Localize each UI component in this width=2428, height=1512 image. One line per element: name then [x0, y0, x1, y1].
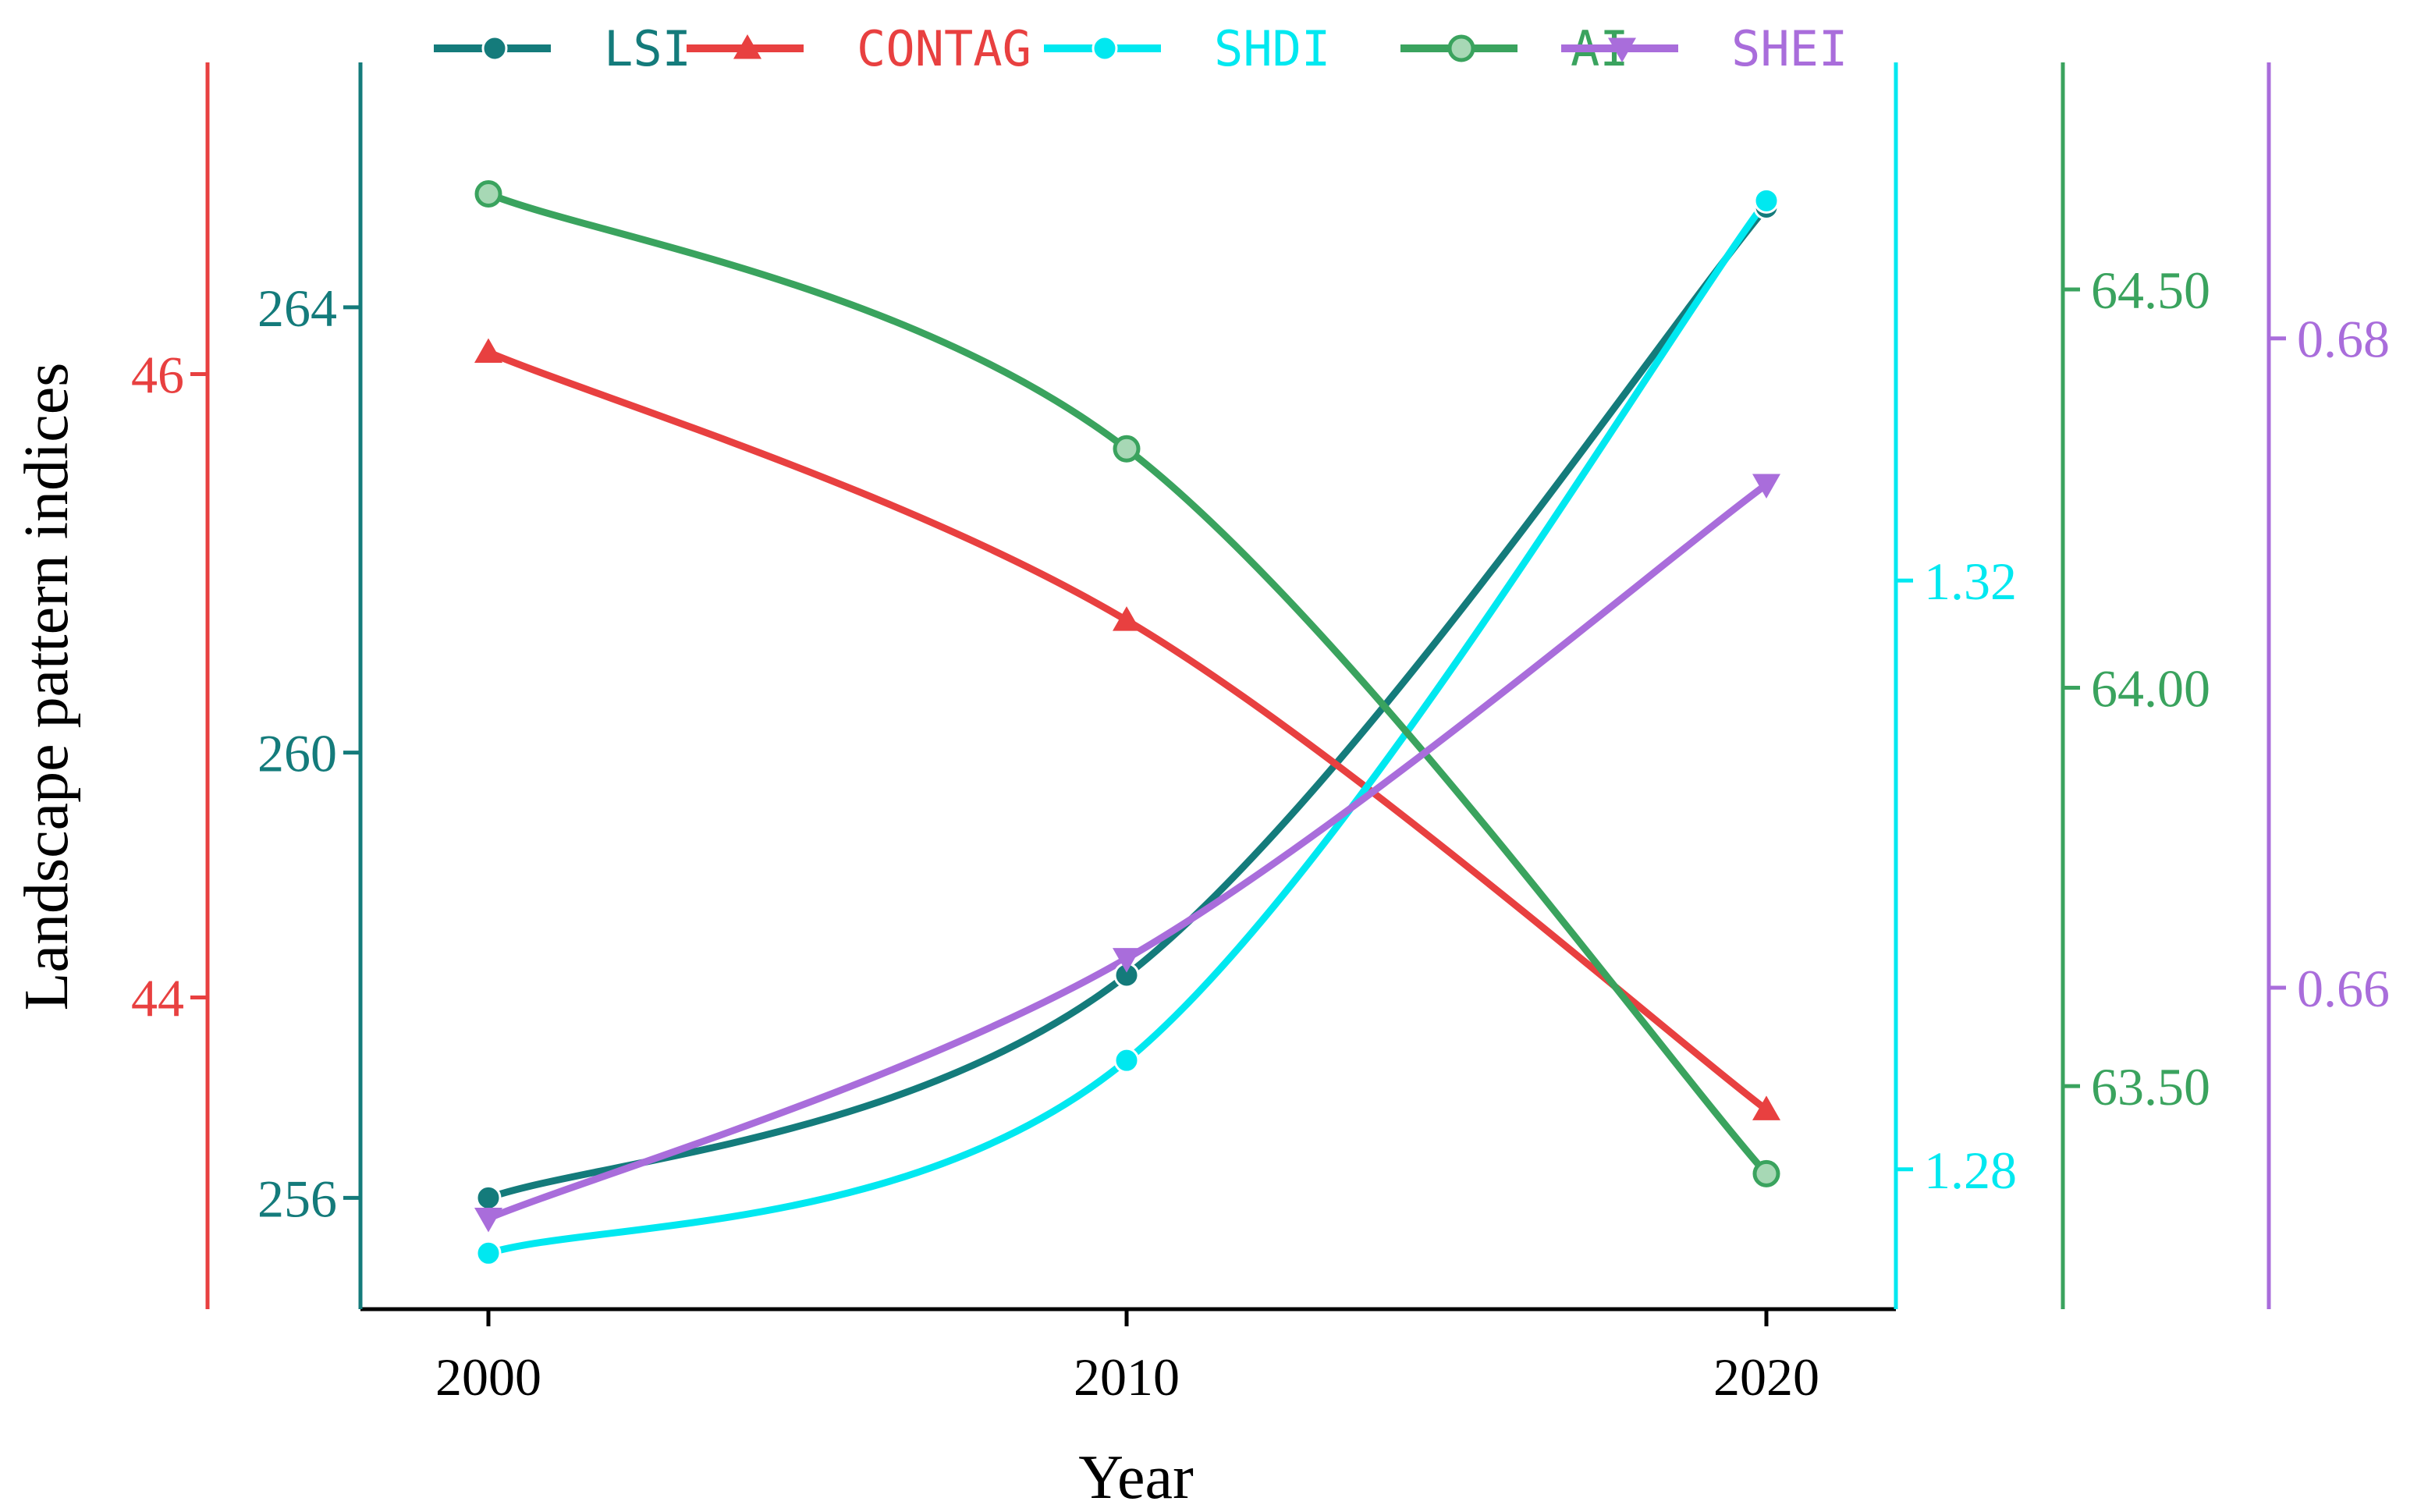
- data-point-shei: [1113, 948, 1141, 973]
- y-axis-title: Landscape pattern indices: [12, 363, 81, 1011]
- series-line-shei: [485, 481, 1770, 1222]
- data-point-shdi: [1113, 1047, 1140, 1074]
- series-line-shdi: [485, 197, 1770, 1257]
- x-tick-label: 2020: [1713, 1347, 1819, 1407]
- data-point-ai: [474, 179, 502, 208]
- contag-axis-tick-label: 46: [131, 346, 184, 405]
- ai-axis-tick-label: 64.00: [2091, 659, 2210, 719]
- legend-marker: [1092, 35, 1118, 62]
- legend-label-lsi: LSI: [604, 20, 691, 77]
- data-point-lsi: [475, 1184, 502, 1211]
- x-tick-label: 2010: [1074, 1347, 1180, 1407]
- data-point-ai: [1752, 1159, 1780, 1187]
- data-point-shei: [1752, 474, 1780, 499]
- data-point-contag: [474, 338, 502, 364]
- data-point-contag: [1752, 1095, 1780, 1120]
- series-markers-layer: [474, 179, 1780, 1266]
- x-axis-title: Year: [1078, 1443, 1193, 1512]
- lsi-axis-tick-label: 264: [257, 279, 337, 338]
- legend-label-shei: SHEI: [1731, 20, 1848, 77]
- legend: LSI CONTAG SHDI AI SHEI: [434, 20, 1848, 77]
- legend-label-contag: CONTAG: [857, 20, 1031, 77]
- shei-axis-tick-label: 0.66: [2297, 959, 2390, 1018]
- series-lines-layer: [485, 190, 1770, 1257]
- legend-marker: [481, 35, 508, 62]
- legend-marker: [733, 34, 761, 59]
- contag-axis-tick-label: 44: [131, 969, 184, 1028]
- data-point-contag: [1113, 606, 1141, 631]
- shdi-axis-tick-label: 1.28: [1924, 1141, 2017, 1200]
- shei-axis-tick-label: 0.68: [2297, 310, 2390, 369]
- legend-marker: [1447, 34, 1475, 62]
- series-line-ai: [485, 190, 1770, 1177]
- data-point-shdi: [475, 1240, 502, 1266]
- axes-layer: 2000 2010 2020 44 46 256 260 264 1.28 1.32 63.50 64…: [131, 62, 2390, 1407]
- lsi-axis-tick-label: 260: [257, 724, 337, 783]
- lsi-axis-tick-label: 256: [257, 1169, 337, 1228]
- x-tick-label: 2000: [435, 1347, 541, 1407]
- ai-axis-tick-label: 64.50: [2091, 261, 2210, 320]
- ai-axis-tick-label: 63.50: [2091, 1057, 2210, 1116]
- data-point-ai: [1113, 435, 1141, 463]
- legend-label-shdi: SHDI: [1214, 20, 1330, 77]
- data-point-shei: [474, 1207, 502, 1233]
- legend-marker: [1608, 37, 1636, 62]
- data-point-shdi: [1753, 187, 1780, 214]
- shdi-axis-tick-label: 1.32: [1924, 552, 2017, 611]
